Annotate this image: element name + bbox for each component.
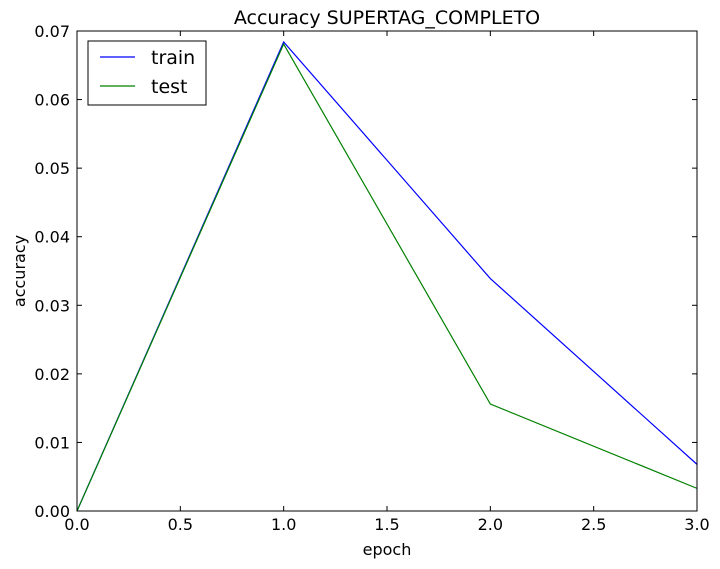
legend-train-label: train	[151, 47, 195, 69]
x-tick-label: 2.5	[581, 515, 606, 534]
x-axis-title: epoch	[363, 540, 412, 559]
ticks-layer: 0.0 0.5 1.0 1.5 2.0 2.5 3.0 0.00 0.01 0.02 0.03 0.0…	[34, 22, 709, 534]
series-layer	[76, 40, 698, 512]
legend-test-label: test	[151, 76, 188, 98]
y-tick-label: 0.04	[34, 228, 70, 247]
series-line-test	[76, 42, 698, 512]
y-tick-label: 0.06	[34, 91, 70, 110]
chart-title: Accuracy SUPERTAG_COMPLETO	[234, 7, 540, 29]
y-tick-label: 0.05	[34, 159, 70, 178]
legend: train test	[87, 40, 207, 106]
y-tick-label: 0.07	[34, 22, 70, 41]
y-tick-label: 0.01	[34, 433, 70, 452]
x-tick-label: 2.0	[478, 515, 503, 534]
x-tick-label: 0.5	[168, 515, 193, 534]
x-tick-label: 0.0	[64, 515, 89, 534]
y-tick-label: 0.00	[34, 502, 70, 521]
y-tick-label: 0.03	[34, 296, 70, 315]
y-tick-label: 0.02	[34, 365, 70, 384]
y-axis-title: accuracy	[10, 235, 29, 307]
x-tick-label: 1.0	[271, 515, 296, 534]
legend-box	[87, 40, 207, 106]
x-tick-label: 3.0	[684, 515, 709, 534]
x-tick-label: 1.5	[374, 515, 399, 534]
